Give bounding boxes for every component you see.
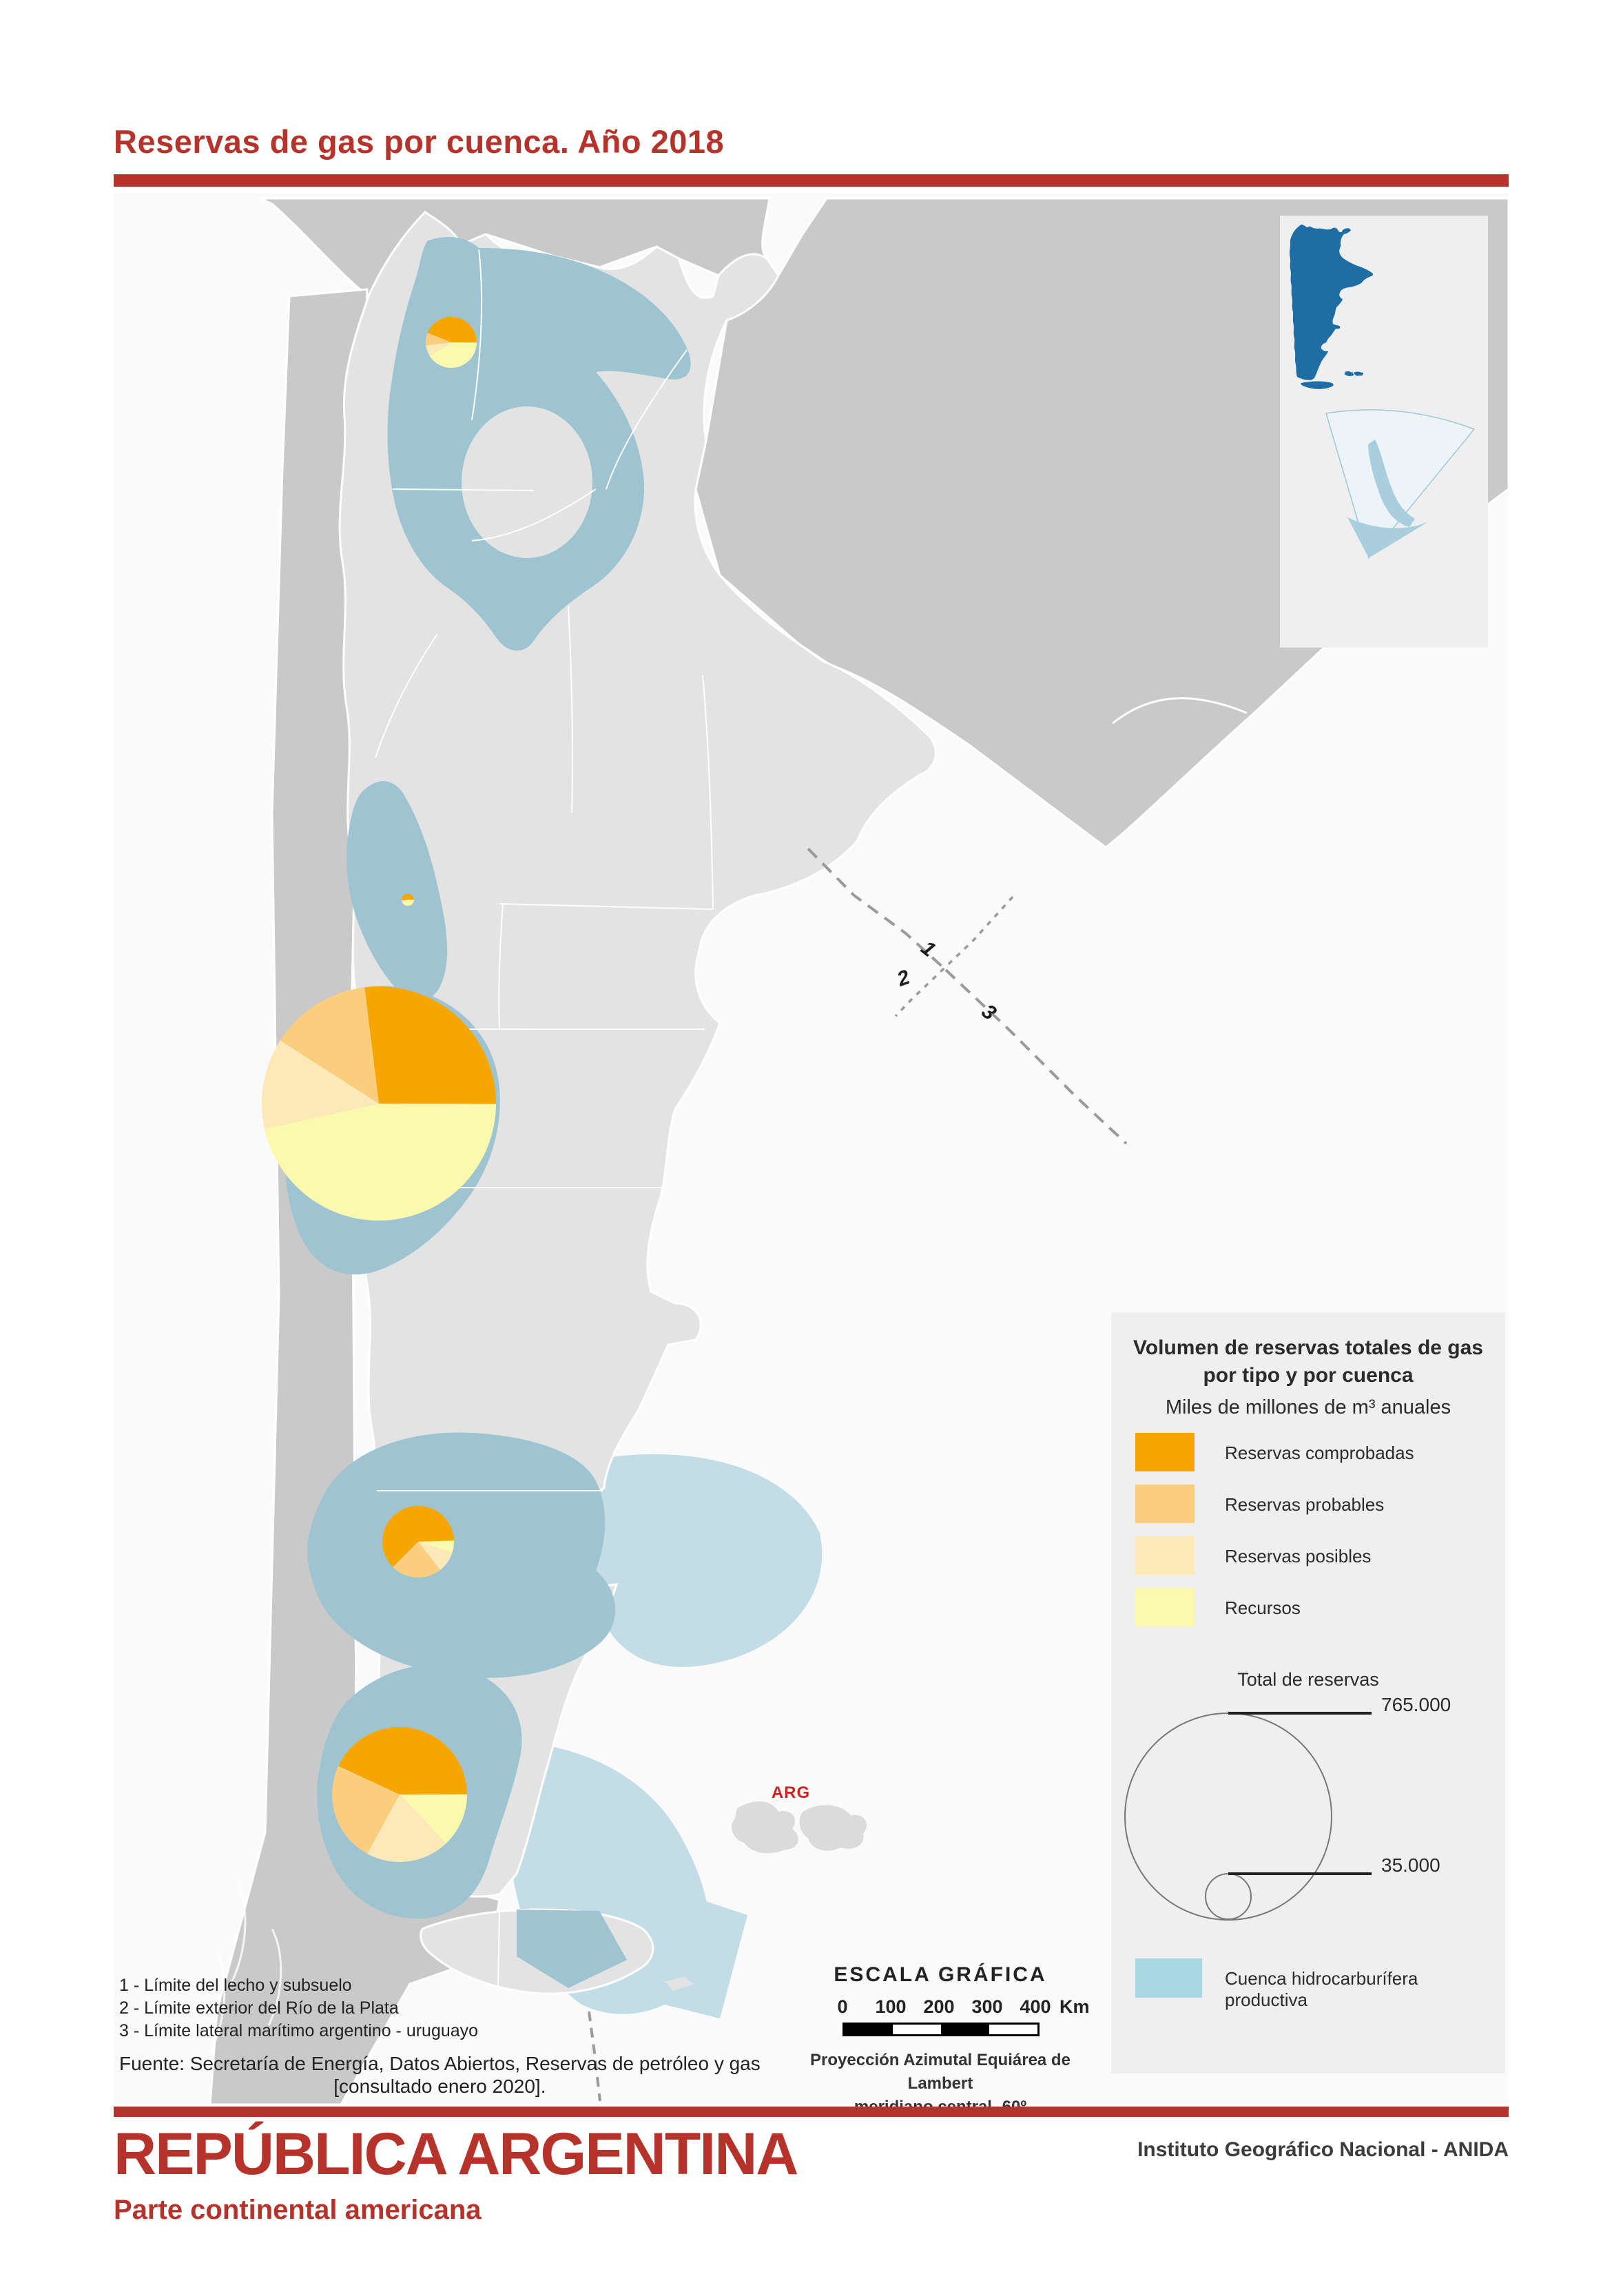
- source-note-2: [consultado enero 2020].: [333, 2076, 546, 2097]
- max-circle-label: 765.000: [1381, 1694, 1451, 1715]
- legend-item-probables: Reservas probables: [1111, 1485, 1505, 1523]
- pie-golfo-san-jorge-slice-recursos: [418, 1540, 455, 1553]
- pie-austral-slice-probables: [332, 1766, 400, 1854]
- inset-antarctica-wedge: [1325, 409, 1476, 559]
- limit-note-3: 3 - Límite lateral marítimo argentino - …: [119, 2021, 479, 2040]
- legend-item-posibles: Reservas posibles: [1111, 1536, 1505, 1575]
- page-title: Reservas de gas por cuenca. Año 2018: [114, 123, 725, 160]
- limit-line-3: [944, 969, 1128, 1145]
- swatch-posibles: [1135, 1536, 1195, 1575]
- pie-golfo-san-jorge-slice-comprobadas: [382, 1506, 454, 1567]
- footer-country-title: REPÚBLICA ARGENTINA: [114, 2121, 798, 2187]
- basin-noroeste-hole: [462, 406, 592, 558]
- pie-noroeste-slice-recursos: [429, 342, 477, 369]
- source-note: Fuente: Secretaría de Energía, Datos Abi…: [119, 2053, 761, 2074]
- inset-antarctic-peninsula: [1368, 439, 1415, 527]
- pie-cuyana-slice-comprobadas: [401, 893, 414, 900]
- swatch-probables: [1135, 1485, 1195, 1523]
- limit-line-2: [894, 896, 1014, 1017]
- pie-noroeste-slice-probables: [426, 333, 451, 346]
- footer-agency: Instituto Geográfico Nacional - ANIDA: [1137, 2138, 1509, 2161]
- legend-item-basin: Cuenca hidrocarburífera productiva: [1111, 1953, 1505, 2010]
- title-rule-bar: [114, 174, 1509, 187]
- pie-neuquina-slice-comprobadas: [364, 986, 497, 1104]
- legend-item-recursos: Recursos: [1111, 1588, 1505, 1626]
- fjord-channels: [209, 1880, 282, 2054]
- basin-tierra-del-fuego: [517, 1910, 627, 1988]
- inset-antarctic-land: [1347, 517, 1429, 558]
- swatch-productive-basin: [1135, 1958, 1202, 1998]
- pie-neuquina-slice-recursos: [265, 1104, 496, 1221]
- basin-cuyana: [347, 780, 448, 1002]
- scale-unit: Km: [1059, 1996, 1090, 2017]
- swatch-recursos: [1135, 1588, 1195, 1626]
- arg-label: ARG: [772, 1783, 810, 1802]
- legend-title: Volumen de reservas totales de gas por t…: [1133, 1336, 1483, 1387]
- offshore-basin-tierra-del-fuego: [617, 1874, 747, 2018]
- legend-subtitle: Miles de millones de m³ anuales: [1165, 1396, 1451, 1418]
- inset-map: [1280, 216, 1488, 648]
- total-reserves-title: Total de reservas: [1237, 1669, 1379, 1690]
- scale-bar: [842, 2023, 1040, 2036]
- border-brazil-uruguay: [1112, 697, 1248, 725]
- legend-item-comprobadas: Reservas comprobadas: [1111, 1433, 1505, 1471]
- swatch-comprobadas: [1135, 1433, 1195, 1471]
- basin-golfo-san-jorge: [307, 1432, 616, 1678]
- limit-note-1: 1 - Límite del lecho y subsuelo: [119, 1976, 352, 1995]
- pie-austral-slice-posibles: [367, 1795, 446, 1862]
- limit-line-1: [807, 847, 947, 971]
- limit-note-2: 2 - Límite exterior del Río de la Plata: [119, 1998, 399, 2018]
- pie-austral-slice-comprobadas: [338, 1727, 467, 1795]
- map-notes: 1 - Límite del lecho y subsuelo 2 - Lími…: [119, 1974, 761, 2098]
- pie-noroeste-slice-comprobadas: [427, 316, 477, 343]
- pie-austral-slice-recursos: [400, 1794, 468, 1844]
- scale-ticks: 0 100 200 300 400 Km: [837, 1996, 1090, 2017]
- basin-pie-charts: [262, 316, 497, 1862]
- pie-cuyana-slice-posibles: [402, 900, 408, 903]
- argentina-map: ARG 1 2 3: [114, 193, 1509, 2104]
- pie-noroeste-slice-posibles: [426, 342, 451, 356]
- size-legend-circles: [1124, 1712, 1372, 1921]
- offshore-basin-san-jorge: [571, 1454, 823, 1667]
- pie-neuquina-slice-probables: [280, 987, 379, 1104]
- limit-line-south: [588, 2011, 601, 2102]
- footer-rule-bar: [114, 2107, 1509, 2117]
- pie-cuyana-slice-recursos: [402, 900, 414, 907]
- footer-country-subtitle: Parte continental americana: [114, 2195, 482, 2225]
- pie-neuquina-slice-posibles: [262, 1040, 379, 1129]
- graphic-scale: ESCALA GRÁFICA 0 100 200 300 400 Km Proy…: [785, 1963, 1095, 2119]
- inset-argentina-silhouette: [1289, 224, 1374, 389]
- maritime-limit-lines: [588, 847, 1128, 2102]
- scale-title: ESCALA GRÁFICA: [834, 1963, 1047, 1986]
- malvinas-islands: [732, 1801, 867, 1854]
- min-circle-label: 35.000: [1381, 1854, 1440, 1876]
- isla-de-los-estados: [665, 1977, 694, 1991]
- legend-panel: Volumen de reservas totales de gas por t…: [1111, 1312, 1505, 2073]
- pie-golfo-san-jorge-slice-posibles: [418, 1542, 453, 1571]
- pie-golfo-san-jorge-slice-probables: [393, 1542, 440, 1578]
